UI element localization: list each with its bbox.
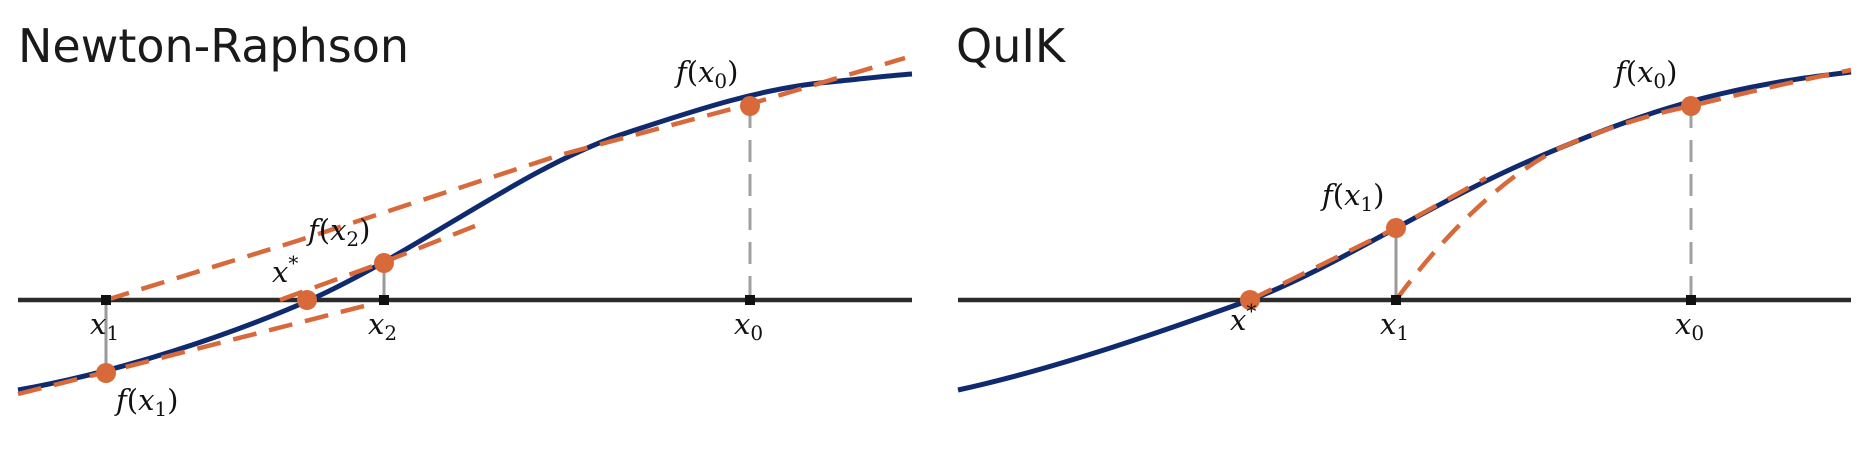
label-x1: x1 [90, 307, 119, 345]
tick-x0 [745, 295, 755, 305]
panel-title-quik: QuIK [956, 19, 1067, 73]
point-f-x0 [1681, 96, 1701, 116]
tick-x0 [1686, 295, 1696, 305]
label-f-x2: f(x2) [306, 213, 370, 251]
label-f-x1: f(x1) [114, 383, 178, 421]
panel-quik: QuIK f(x0) f(x1) x* x1 x0 [956, 19, 1852, 393]
panel-title-newton-raphson: Newton-Raphson [18, 19, 409, 73]
tangent-at-x0 [105, 55, 906, 303]
label-x0: x0 [1675, 307, 1704, 345]
label-x0: x0 [734, 307, 763, 345]
label-x2: x2 [368, 307, 397, 345]
label-root: x* [1230, 299, 1256, 337]
label-f-x0: f(x0) [674, 55, 738, 93]
point-f-x0 [740, 96, 760, 116]
label-x1: x1 [1380, 307, 1409, 345]
quik-step-x0 [1394, 67, 1852, 302]
label-f-x0: f(x0) [1613, 55, 1677, 93]
tick-x1 [1391, 295, 1401, 305]
point-f-x1 [1386, 218, 1406, 238]
point-f-x2 [374, 253, 394, 273]
tangent-at-x1 [17, 301, 373, 397]
point-root [1240, 290, 1260, 310]
panel-newton-raphson: Newton-Raphson f(x0) f(x1) f(x2) [17, 19, 913, 421]
label-root: x* [272, 251, 298, 289]
point-root [297, 290, 317, 310]
point-f-x1 [96, 363, 116, 383]
tick-x1 [101, 295, 111, 305]
tick-x2 [379, 295, 389, 305]
label-f-x1: f(x1) [1320, 178, 1384, 216]
